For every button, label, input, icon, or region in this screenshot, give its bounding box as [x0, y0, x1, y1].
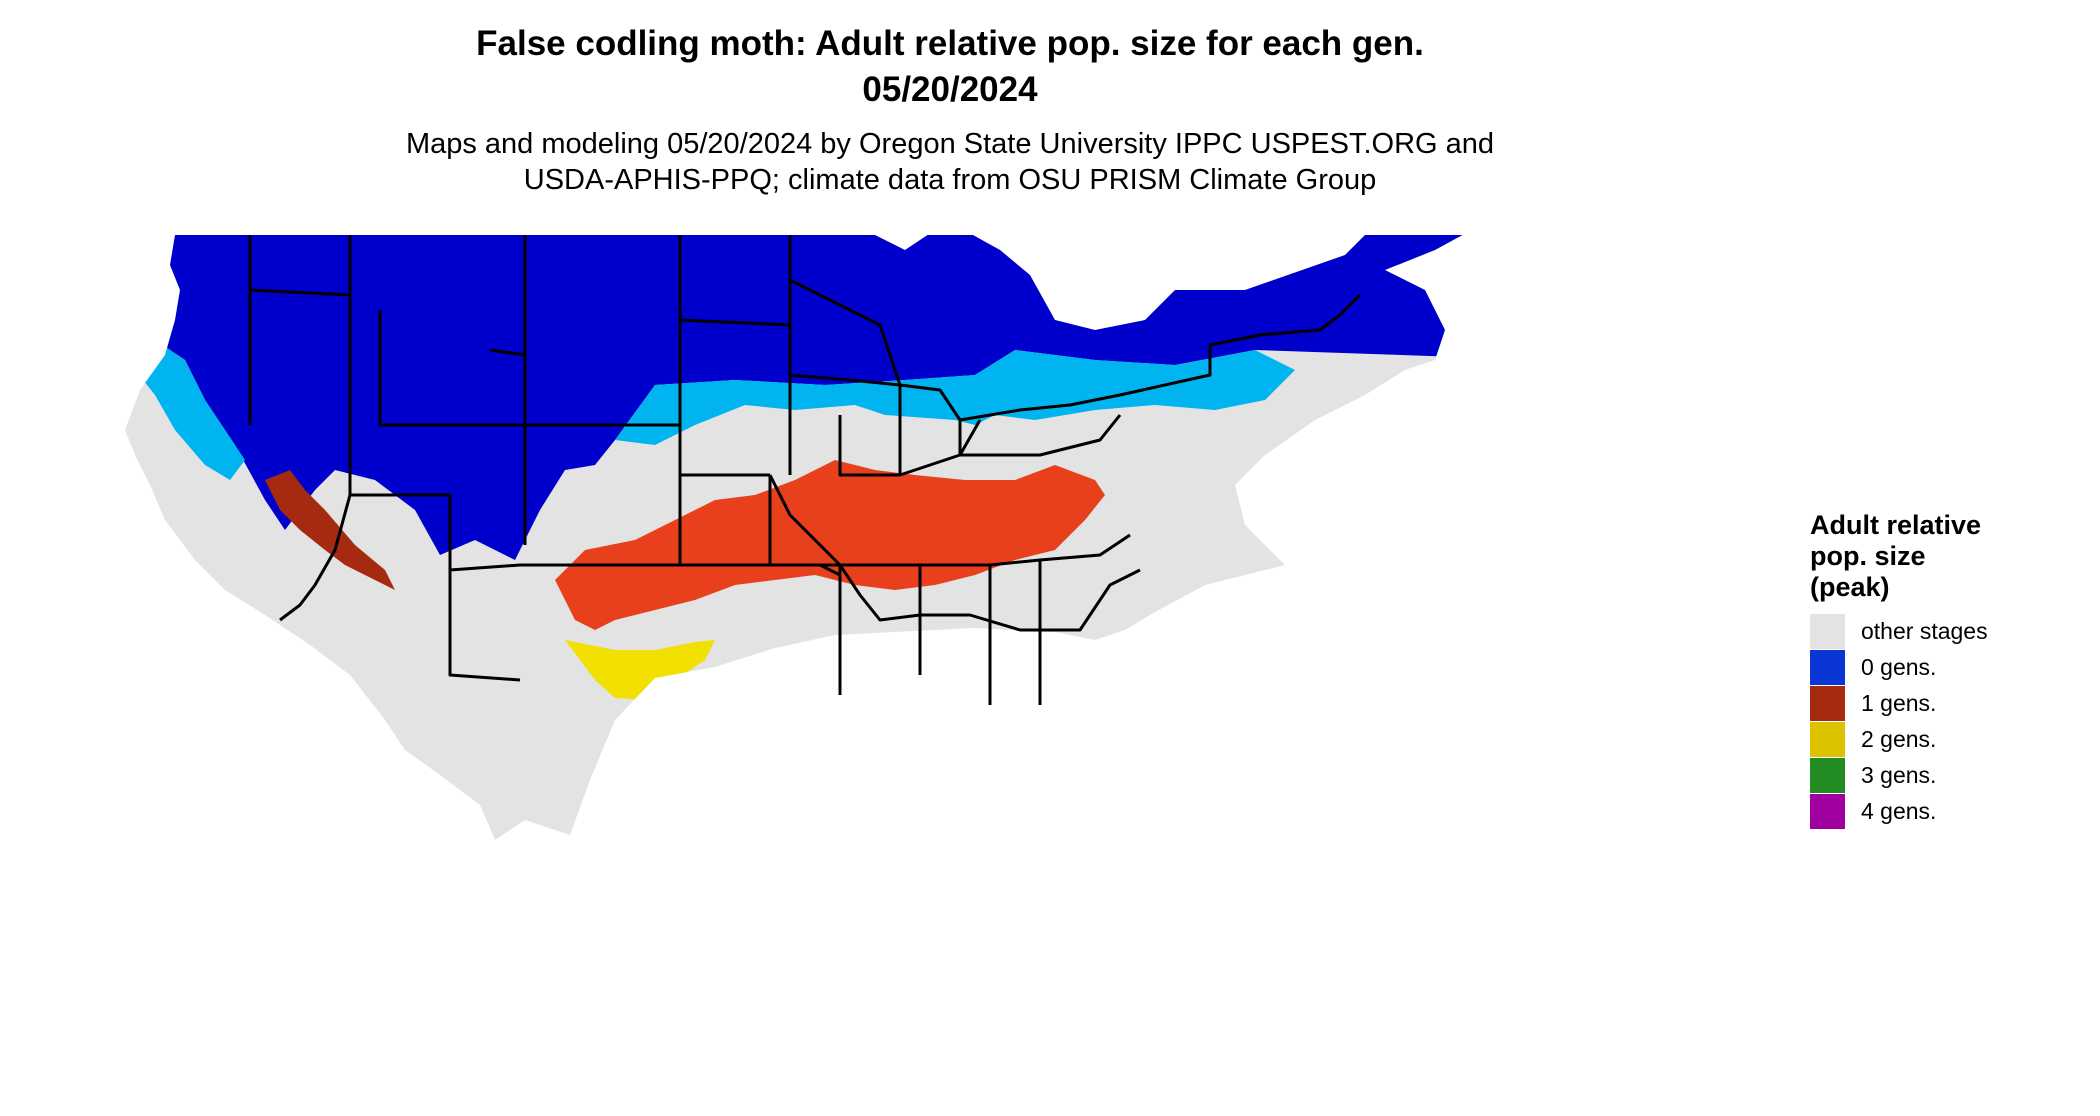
subtitle-line-1: Maps and modeling 05/20/2024 by Oregon S… [405, 128, 1495, 160]
title-date: 05/20/2024 [862, 70, 1038, 109]
legend-label: 2 gens. [1861, 725, 1937, 752]
legend-item: 2 gens. [1810, 721, 2080, 757]
legend-label: 4 gens. [1861, 797, 1937, 824]
legend-swatch [1810, 685, 1845, 721]
region-two-gens-gulf [565, 640, 715, 700]
legend-label: 3 gens. [1861, 761, 1937, 788]
legend-item: other stages [1810, 613, 2080, 649]
legend-label: 1 gens. [1861, 689, 1937, 716]
legend: Adult relative pop. size (peak) other st… [1810, 510, 2080, 829]
region-two-gens-florida [1103, 650, 1140, 705]
legend-title: Adult relative pop. size (peak) [1810, 510, 2080, 603]
region-three-gens-florida [1115, 735, 1150, 780]
legend-item: 0 gens. [1810, 649, 2080, 685]
legend-swatch [1810, 757, 1845, 793]
legend-item: 4 gens. [1810, 793, 2080, 829]
subtitle-line-2: USDA-APHIS-PPQ; climate data from OSU PR… [523, 164, 1377, 196]
region-zero-gens-light [615, 350, 1295, 445]
legend-title-line-1: Adult relative [1810, 510, 1982, 540]
legend-swatch [1810, 793, 1845, 829]
us-map [120, 235, 1490, 840]
legend-items: other stages 0 gens. 1 gens. 2 gens. 3 gens.… [1810, 613, 2080, 829]
legend-label: other stages [1861, 617, 1988, 644]
title-line-1: False codling moth: Adult relative pop. … [476, 24, 1424, 63]
legend-swatch [1810, 649, 1845, 685]
region-zero-gens-dark [120, 235, 1490, 560]
map-fill [120, 235, 1490, 840]
state-borders [248, 235, 1362, 705]
legend-item: 1 gens. [1810, 685, 2080, 721]
region-one-gen [555, 460, 1105, 630]
legend-title-line-2: pop. size [1810, 541, 1926, 571]
legend-title-line-3: (peak) [1810, 572, 1890, 602]
legend-label: 0 gens. [1861, 653, 1937, 680]
legend-item: 3 gens. [1810, 757, 2080, 793]
legend-swatch [1810, 721, 1845, 757]
legend-swatch [1810, 613, 1845, 649]
region-zero-gens-west [120, 330, 245, 480]
region-one-gen-southwest [265, 470, 395, 590]
